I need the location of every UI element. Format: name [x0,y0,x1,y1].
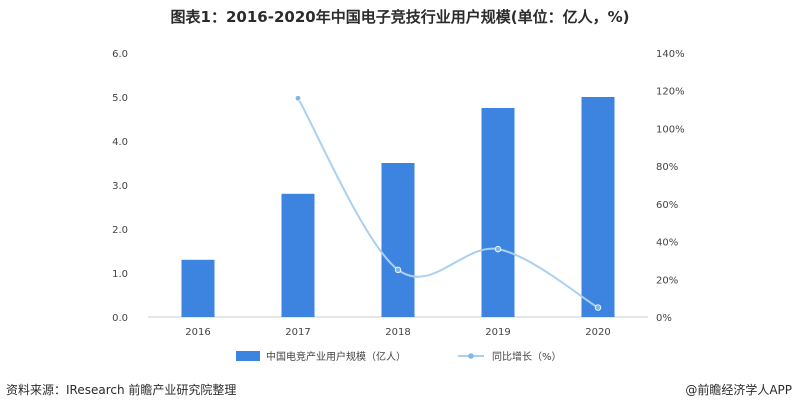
y-right-tick-label: 140% [656,49,685,60]
y-left-tick-label: 2.0 [112,225,128,236]
footer: 资料来源：IResearch 前瞻产业研究院整理 @前瞻经济学人APP [0,381,800,405]
brand-note: @前瞻经济学人APP [685,383,792,397]
growth-line [297,97,599,309]
y-left-tick-label: 4.0 [112,137,128,148]
growth-line-group [294,95,602,311]
y-right-tick-label: 40% [656,238,678,249]
x-tick-label: 2016 [185,327,210,338]
legend-bar-label: 中国电竞产业用户规模（亿人） [266,350,406,363]
chart-title: 图表1：2016-2020年中国电子竞技行业用户规模(单位：亿人，%) [170,8,630,26]
x-tick-label: 2020 [585,327,610,338]
bar [181,259,215,317]
legend-bar-swatch [236,351,260,361]
legend-line-marker [468,353,474,359]
x-tick-label: 2019 [485,327,510,338]
bar [281,193,315,317]
growth-point [594,304,602,311]
legend: 中国电竞产业用户规模（亿人） 同比增长（%） [236,350,562,363]
legend-line-label: 同比增长（%） [492,350,562,363]
x-tick-label: 2018 [385,327,410,338]
growth-point [394,266,402,274]
y-right-tick-label: 20% [656,275,678,286]
growth-point [294,95,302,102]
source-note: 资料来源：IResearch 前瞻产业研究院整理 [6,383,237,397]
bars-group [181,97,615,317]
bar [481,108,515,317]
y-right-tick-label: 0% [656,313,672,324]
y-right-tick-label: 80% [656,162,678,173]
y-right-tick-label: 120% [656,87,685,98]
y-left-tick-label: 6.0 [112,49,128,60]
bar [381,163,415,317]
bar [581,97,615,317]
combo-chart: 0.0 1.0 2.0 3.0 4.0 5.0 6.0 0% 20% 40% 60% 80% 100% 1… [112,49,685,363]
y-right-tick-label: 100% [656,124,685,135]
y-left-tick-label: 0.0 [112,313,128,324]
y-left-tick-label: 5.0 [112,93,128,104]
y-left-tick-label: 1.0 [112,269,128,280]
y-left-tick-label: 3.0 [112,181,128,192]
growth-point [494,245,502,253]
y-right-tick-label: 60% [656,200,678,211]
x-tick-label: 2017 [285,327,310,338]
